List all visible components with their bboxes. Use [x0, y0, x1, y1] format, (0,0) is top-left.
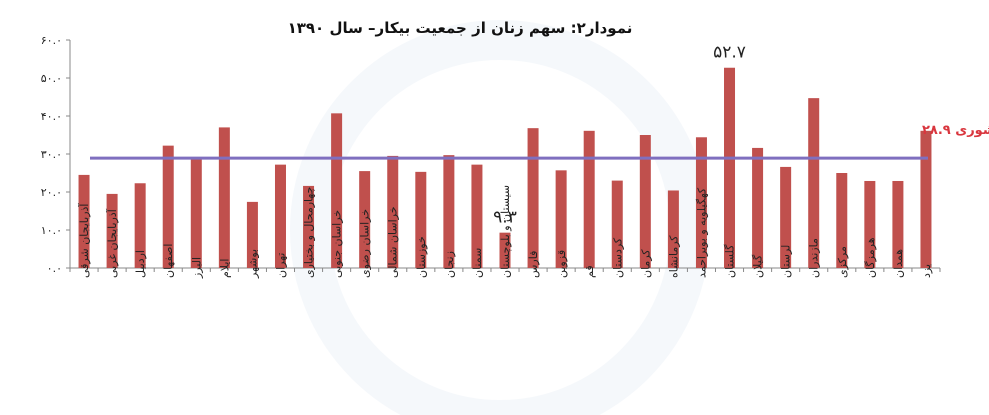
x-tick-label: کرمان — [639, 249, 652, 278]
bar — [106, 193, 118, 268]
x-tick-label: مازندران — [808, 238, 821, 278]
x-tick-label: اصفهان — [162, 244, 175, 278]
bar — [724, 67, 736, 269]
y-tick-label: ۵۰.۰ — [41, 72, 62, 85]
data-label: ۹.۳ — [493, 208, 517, 228]
chart-title: نمودار۲: سهم زنان از جمعیت بیکار– سال ۱۳… — [288, 19, 633, 37]
x-tick-label: لرستان — [780, 245, 793, 278]
x-tick-label: قم — [583, 265, 596, 278]
bar — [752, 147, 764, 268]
bar — [780, 166, 792, 268]
x-tick-label: خراسان رضوی — [359, 209, 372, 278]
reference-line-label: کشوری ۲۸.۹ — [922, 123, 989, 138]
x-tick-label: یزد — [920, 264, 933, 278]
bar — [639, 135, 651, 268]
x-tick-label: خراسان شمالی — [387, 206, 400, 278]
bar — [892, 180, 904, 268]
x-tick-label: همدان — [892, 249, 905, 278]
x-tick-label: گیلان — [752, 254, 765, 278]
y-tick-label: ۴۰.۰ — [41, 110, 62, 123]
x-tick-label: آذربایجان شرقی — [77, 203, 91, 278]
x-tick-label: سمنان — [471, 248, 484, 278]
bar — [331, 113, 343, 268]
x-tick-label: زنجان — [443, 251, 456, 278]
x-tick-label: گلستان — [724, 244, 737, 278]
bar — [499, 232, 511, 268]
bar — [303, 185, 315, 268]
bar — [190, 158, 202, 268]
bar — [274, 164, 286, 268]
bar — [415, 171, 427, 268]
annotations: ۹.۳ ۵۲.۷ — [493, 43, 746, 228]
x-tick-label: کهگیلویه و بویراحمد — [695, 187, 708, 278]
bar — [555, 170, 567, 268]
bar — [359, 171, 371, 268]
x-tick-label: فارس — [527, 251, 540, 278]
x-tick-label: کرمانشاه — [667, 235, 680, 278]
x-tick-label: چهارمحال و بختیاری — [303, 187, 316, 278]
x-tick-label: اردبیل — [134, 250, 147, 278]
bar — [78, 174, 90, 268]
x-tick-label: سیستان و بلوچستان — [499, 185, 512, 278]
bars — [78, 67, 932, 269]
x-axis-labels: آذربایجان شرقی آذربایجان غربی اردبیل اصفهان… — [69, 185, 941, 279]
bar — [246, 201, 258, 268]
y-tick-label: ۱۰.۰ — [41, 224, 62, 237]
bar — [134, 183, 146, 268]
bar — [471, 164, 483, 268]
x-tick-label: هرمزگان — [864, 237, 877, 278]
x-tick-label: خراسان جنوبی — [331, 210, 344, 278]
x-tick-label: کردستان — [611, 237, 624, 278]
x-tick-label: مرکزی — [836, 246, 849, 278]
bar — [218, 127, 230, 269]
bar — [864, 180, 876, 268]
bar — [695, 137, 707, 268]
bar — [527, 128, 539, 268]
x-tick-label: آذربایجان غربی — [105, 208, 119, 278]
bar — [611, 180, 623, 268]
y-tick-label: ۰.۰ — [47, 262, 62, 275]
y-tick-label: ۶۰.۰ — [41, 34, 62, 47]
bar — [920, 130, 932, 268]
reference-line-group: کشوری ۲۸.۹ — [90, 123, 989, 160]
data-label: ۵۲.۷ — [713, 43, 746, 63]
bar — [808, 98, 820, 268]
x-tick-label: قزوین — [555, 250, 568, 278]
x-tick-label: خوزستان — [415, 236, 428, 278]
bar — [667, 190, 679, 268]
x-tick-label: البرز — [190, 257, 203, 279]
x-tick-label: ایلام — [218, 259, 231, 279]
bar — [162, 145, 174, 268]
y-tick-label: ۳۰.۰ — [41, 148, 62, 161]
x-tick-label: بوشهر — [246, 249, 259, 279]
y-axis-ticks: ۰.۰ ۱۰.۰ ۲۰.۰ ۳۰.۰ ۴۰.۰ ۵۰.۰ ۶۰.۰ — [41, 34, 70, 275]
bar — [836, 173, 848, 268]
x-tick-label: تهران — [274, 253, 287, 278]
y-tick-label: ۲۰.۰ — [41, 186, 62, 199]
bar — [443, 155, 455, 268]
bar — [583, 130, 595, 268]
bar — [387, 155, 399, 268]
